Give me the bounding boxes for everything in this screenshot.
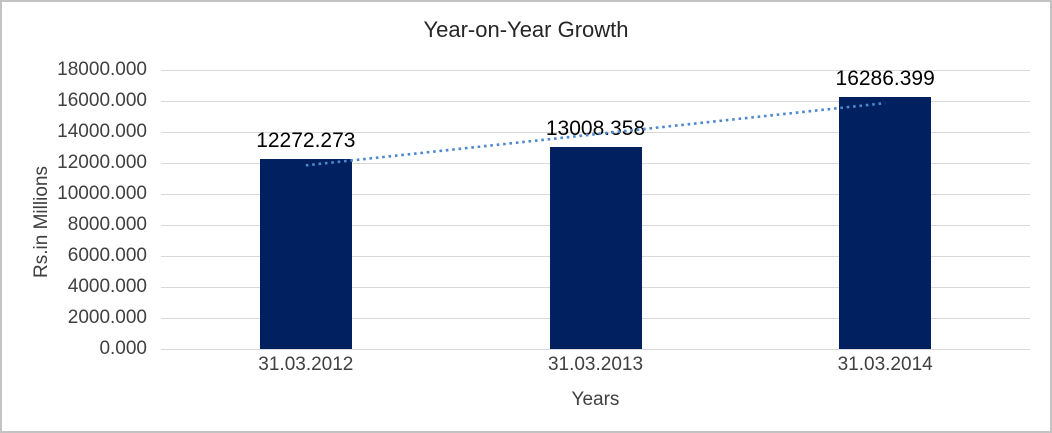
x-axis-tick-label: 31.03.2012 <box>258 354 354 375</box>
y-axis-tick-label: 6000.000 <box>67 245 147 266</box>
bar-value-label: 13008.358 <box>545 117 646 141</box>
y-axis-tick-label: 12000.000 <box>57 152 147 173</box>
bar <box>259 158 352 349</box>
gridline <box>161 69 1030 71</box>
bar <box>549 147 642 349</box>
x-axis-tick-label: 31.03.2014 <box>837 354 933 375</box>
x-axis-tick-label: 31.03.2013 <box>547 354 644 375</box>
y-axis-tick-label: 10000.000 <box>57 183 147 204</box>
gridline <box>161 100 1030 102</box>
gridline <box>161 348 1030 350</box>
bar-value-label: 12272.273 <box>256 128 356 152</box>
plot-area: 12272.273 13008.358 16286.399 <box>161 66 1030 350</box>
bar <box>839 96 932 349</box>
y-axis-tick-label: 2000.000 <box>67 307 147 328</box>
y-axis-tick-label: 18000.000 <box>57 59 147 80</box>
x-axis-title: Years <box>571 389 620 410</box>
chart-title: Year-on-Year Growth <box>423 17 629 42</box>
y-axis-tick-label: 8000.000 <box>67 214 147 235</box>
y-axis-tick-label: 16000.000 <box>57 90 147 111</box>
y-axis-tick-label: 14000.000 <box>57 121 147 142</box>
y-axis-tick-label: 0.000 <box>99 338 147 359</box>
y-axis-tick-label: 4000.000 <box>67 276 147 297</box>
bar-value-label: 16286.399 <box>835 66 935 90</box>
